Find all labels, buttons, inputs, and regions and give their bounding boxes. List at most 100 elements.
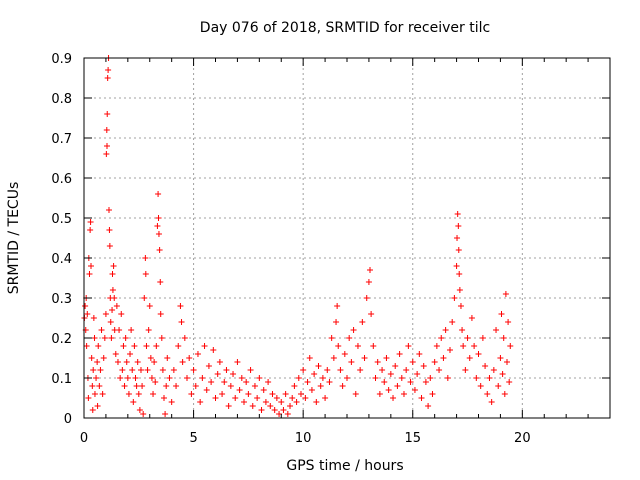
data-point [104, 143, 111, 149]
data-point [427, 375, 434, 381]
data-point [142, 271, 149, 277]
data-point [155, 215, 162, 221]
y-tick-label: 0.7 [51, 132, 72, 147]
data-point [89, 407, 96, 413]
data-point [454, 211, 461, 217]
data-point [451, 295, 458, 301]
data-point [438, 335, 445, 341]
data-point [227, 383, 234, 389]
data-point [396, 351, 403, 357]
data-point [118, 311, 125, 317]
data-point [162, 411, 169, 417]
data-point [440, 355, 447, 361]
data-point [493, 327, 500, 333]
data-point [166, 375, 173, 381]
data-point [225, 403, 232, 409]
data-point [411, 387, 418, 393]
data-point [326, 379, 333, 385]
data-point [444, 375, 451, 381]
data-point [282, 391, 289, 397]
data-point [462, 367, 469, 373]
data-point [123, 359, 130, 365]
data-point [328, 335, 335, 341]
data-point [455, 247, 462, 253]
data-point [142, 255, 149, 261]
data-point [370, 343, 377, 349]
data-point [107, 319, 114, 325]
data-point [300, 367, 307, 373]
data-point [109, 307, 116, 313]
data-point [121, 383, 128, 389]
data-point [119, 367, 126, 373]
y-tick-label: 0.8 [51, 92, 72, 107]
x-axis-label: GPS time / hours [286, 458, 403, 474]
data-point [173, 383, 180, 389]
data-point [96, 383, 103, 389]
data-point [333, 319, 340, 325]
data-point [477, 383, 484, 389]
data-point [251, 383, 258, 389]
data-point [339, 383, 346, 389]
data-point [383, 355, 390, 361]
data-point [363, 295, 370, 301]
data-point [175, 343, 182, 349]
data-point [503, 359, 510, 365]
data-point [90, 315, 97, 321]
data-point [232, 395, 239, 401]
data-point [459, 327, 466, 333]
data-point [322, 395, 329, 401]
data-point [429, 391, 436, 397]
data-point [256, 375, 263, 381]
data-point [97, 367, 104, 373]
y-tick-label: 0.9 [51, 52, 72, 67]
data-point [425, 403, 432, 409]
data-point [271, 407, 278, 413]
data-point [407, 379, 414, 385]
data-point [306, 355, 313, 361]
data-point [501, 391, 508, 397]
data-point [93, 375, 100, 381]
data-point [394, 383, 401, 389]
data-point [372, 375, 379, 381]
y-tick-label: 0.3 [51, 292, 72, 307]
x-tick-label: 15 [404, 431, 421, 446]
data-point [243, 379, 250, 385]
data-point [297, 391, 304, 397]
data-point [230, 371, 237, 377]
data-point [254, 395, 261, 401]
data-point [400, 391, 407, 397]
data-point [337, 367, 344, 373]
data-point [90, 367, 97, 373]
data-point [188, 391, 195, 397]
data-point [348, 359, 355, 365]
data-point [475, 351, 482, 357]
data-point [205, 363, 212, 369]
data-point [179, 359, 186, 365]
data-point [507, 343, 514, 349]
data-point [335, 343, 342, 349]
data-point [153, 343, 160, 349]
data-point [245, 391, 252, 397]
y-tick-label: 0.6 [51, 172, 72, 187]
data-point [414, 371, 421, 377]
data-point [346, 335, 353, 341]
data-point [102, 311, 109, 317]
data-point [203, 387, 210, 393]
data-point [98, 327, 105, 333]
data-point [155, 231, 162, 237]
x-tick-label: 10 [295, 431, 312, 446]
data-point [447, 347, 454, 353]
data-point [105, 207, 112, 213]
data-point [308, 387, 315, 393]
data-point [315, 363, 322, 369]
data-point [479, 335, 486, 341]
data-point [112, 351, 119, 357]
data-point [152, 379, 159, 385]
data-point [139, 383, 146, 389]
data-point [422, 379, 429, 385]
data-point [385, 387, 392, 393]
data-point [160, 395, 167, 401]
data-point [110, 263, 117, 269]
data-point [134, 359, 141, 365]
data-point [405, 343, 412, 349]
